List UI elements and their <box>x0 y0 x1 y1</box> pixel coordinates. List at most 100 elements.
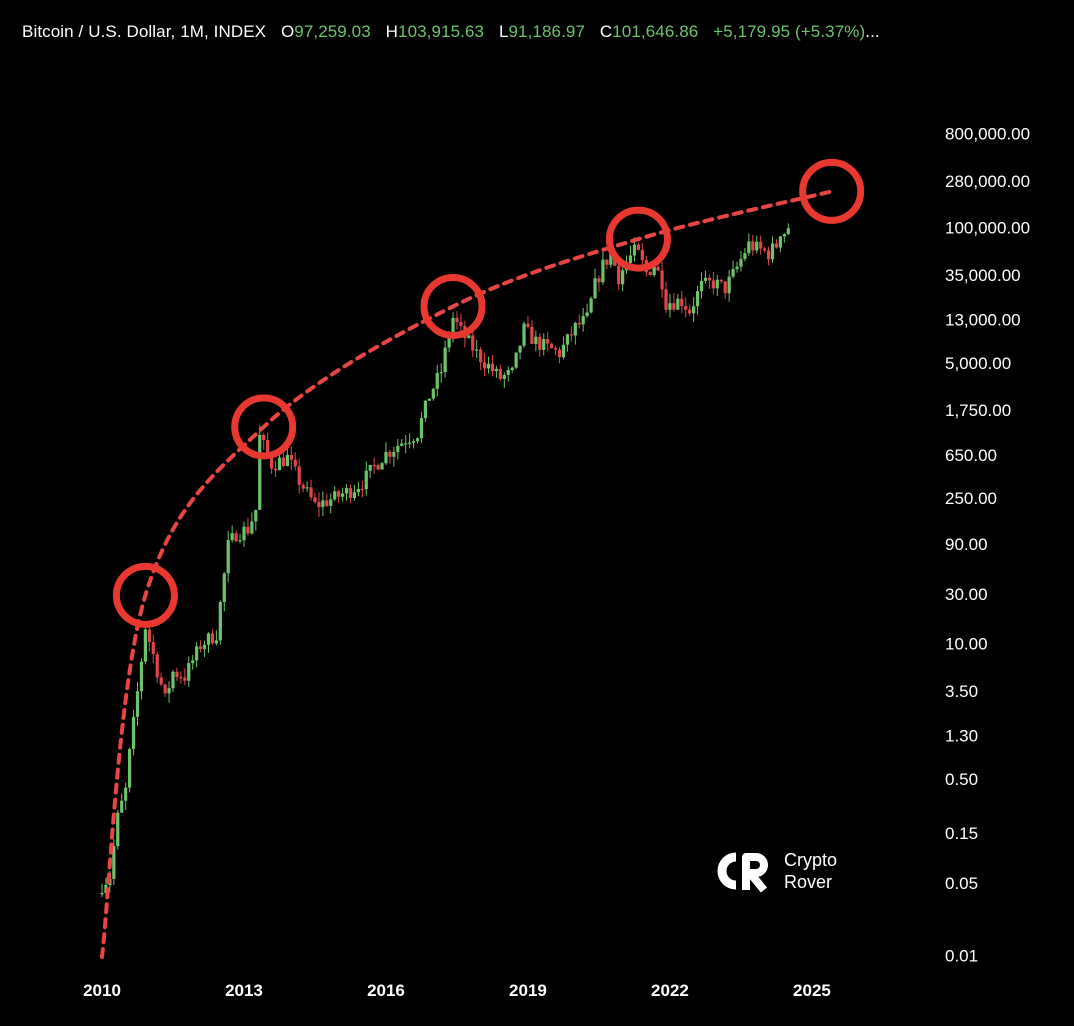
candle-body <box>763 248 767 251</box>
candle-body <box>135 691 140 717</box>
candle-body <box>490 363 495 372</box>
candle-body <box>289 454 293 460</box>
candle-body <box>159 677 163 685</box>
candle-body <box>609 253 613 265</box>
candle-body <box>494 368 499 372</box>
candle-body <box>128 749 132 788</box>
candle-body <box>589 298 593 313</box>
x-tick-label: 2025 <box>793 981 831 1000</box>
candle-body <box>684 306 688 310</box>
y-tick-label: 250.00 <box>945 489 997 508</box>
cycle-top-circle <box>112 562 178 628</box>
candle-body <box>699 280 704 292</box>
candle-body <box>313 497 317 502</box>
candle-body <box>439 372 443 374</box>
candle-body <box>561 344 566 358</box>
candle-body <box>262 434 266 441</box>
cycle-top-circles <box>112 158 865 628</box>
candle-body <box>467 335 471 339</box>
open-value: 97,259.03 <box>294 22 371 41</box>
y-tick-label: 0.15 <box>945 824 978 843</box>
high-value: 103,915.63 <box>398 22 485 41</box>
low-value: 91,186.97 <box>508 22 586 41</box>
y-tick-label: 280,000.00 <box>945 172 1030 191</box>
logo-line1: Crypto <box>784 850 838 870</box>
candle-body <box>344 487 349 494</box>
candle-body <box>258 434 262 510</box>
candle-body <box>199 646 203 650</box>
candles-group <box>100 223 790 899</box>
candle-body <box>191 660 195 664</box>
candle-body <box>786 228 790 235</box>
price-axis[interactable]: 800,000.00 280,000.00 100,000.00 35,000.00 1… <box>945 125 1030 966</box>
y-tick-label: 90.00 <box>945 535 988 554</box>
cycle-top-circle <box>231 394 297 460</box>
candle-body <box>404 443 408 445</box>
candle-body <box>293 459 297 467</box>
candle-body <box>372 464 376 467</box>
y-tick-label: 10.00 <box>945 634 988 653</box>
candle-body <box>680 298 684 307</box>
candle-body <box>648 271 652 276</box>
candle-body <box>692 306 696 314</box>
crypto-rover-logo-icon <box>717 852 768 893</box>
candle-body <box>392 451 396 457</box>
candle-body <box>155 654 159 678</box>
candle-body <box>502 374 506 379</box>
candle-body <box>112 846 116 879</box>
more-ellipsis: ... <box>865 22 880 41</box>
candle-body <box>553 348 558 350</box>
candle-body <box>755 241 759 251</box>
logo-line2: Rover <box>784 872 833 892</box>
candle-body <box>443 347 447 373</box>
candle-body <box>254 509 258 522</box>
time-axis[interactable]: 2010 2013 2016 2019 2022 2025 <box>83 981 831 1000</box>
candle-body <box>234 533 238 542</box>
candle-body <box>269 453 274 469</box>
candle-body <box>735 266 739 270</box>
x-tick-label: 2010 <box>83 981 121 1000</box>
close-label: C <box>599 22 613 41</box>
candle-body <box>266 440 270 454</box>
candle-body <box>408 442 412 444</box>
candle-body <box>147 629 151 643</box>
candle-body <box>597 278 601 283</box>
candle-body <box>759 241 763 249</box>
candle-body <box>743 253 747 259</box>
candle-body <box>530 326 534 344</box>
candle-body <box>676 298 680 310</box>
candle-body <box>352 492 357 499</box>
candle-body <box>206 633 211 645</box>
candle-body <box>482 362 487 369</box>
candle-body <box>672 303 676 310</box>
candle-body <box>628 255 633 263</box>
candle-body <box>774 243 779 248</box>
y-tick-label: 800,000.00 <box>945 125 1030 144</box>
candle-body <box>435 373 439 389</box>
candle-body <box>210 633 215 644</box>
candle-body <box>214 640 218 644</box>
candle-body <box>305 487 309 489</box>
candle-body <box>585 312 589 317</box>
candle-body <box>368 464 372 471</box>
candle-body <box>652 266 656 276</box>
candle-body <box>577 322 581 325</box>
y-tick-label: 0.01 <box>945 946 978 965</box>
low-label: L <box>498 22 509 41</box>
candle-body <box>475 349 479 351</box>
candle-body <box>739 258 743 267</box>
candle-body <box>120 800 124 813</box>
candle-body <box>569 334 573 336</box>
candle-body <box>226 540 230 574</box>
candle-body <box>419 418 424 439</box>
candle-body <box>538 336 542 350</box>
x-tick-label: 2022 <box>651 981 689 1000</box>
candle-body <box>163 684 167 694</box>
candle-body <box>400 443 404 446</box>
candle-body <box>542 339 546 350</box>
candle-body <box>688 309 692 314</box>
candle-body <box>415 438 420 442</box>
candle-body <box>396 445 400 452</box>
candle-body <box>297 466 301 485</box>
